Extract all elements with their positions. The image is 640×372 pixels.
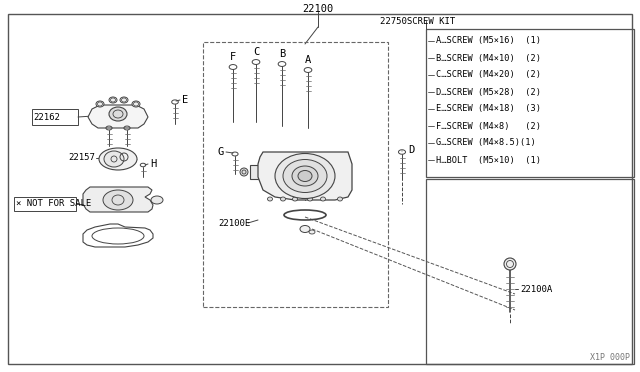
Text: C…SCREW (M4×20)  (2): C…SCREW (M4×20) (2): [436, 71, 541, 80]
Ellipse shape: [307, 197, 312, 201]
Text: 22157: 22157: [68, 154, 95, 163]
Text: F: F: [230, 52, 236, 62]
Text: X1P 000P: X1P 000P: [590, 353, 630, 362]
Ellipse shape: [104, 151, 124, 167]
Text: C: C: [253, 47, 259, 57]
Ellipse shape: [275, 154, 335, 199]
Bar: [250, 165, 268, 179]
Text: G…SCREW (M4×8.5)(1): G…SCREW (M4×8.5)(1): [436, 138, 536, 148]
Text: D: D: [408, 145, 414, 155]
Ellipse shape: [292, 166, 318, 186]
Text: 22100E: 22100E: [218, 219, 250, 228]
Ellipse shape: [337, 197, 342, 201]
Bar: [426, 29, 634, 177]
Ellipse shape: [240, 168, 248, 176]
Text: B: B: [279, 49, 285, 59]
Text: G: G: [218, 147, 224, 157]
Text: D…SCREW (M5×28)  (2): D…SCREW (M5×28) (2): [436, 87, 541, 96]
Bar: [32, 109, 78, 125]
Ellipse shape: [283, 160, 327, 192]
Ellipse shape: [96, 101, 104, 107]
Bar: [426, 179, 634, 364]
Text: F…SCREW (M4×8)   (2): F…SCREW (M4×8) (2): [436, 122, 541, 131]
Text: 22100A: 22100A: [520, 285, 552, 295]
Ellipse shape: [321, 197, 326, 201]
Ellipse shape: [298, 170, 312, 182]
Bar: [14, 197, 76, 211]
Text: E…SCREW (M4×18)  (3): E…SCREW (M4×18) (3): [436, 105, 541, 113]
Text: A: A: [305, 55, 311, 65]
Text: 22100: 22100: [302, 4, 333, 14]
Polygon shape: [88, 105, 148, 128]
Ellipse shape: [103, 190, 133, 210]
Ellipse shape: [109, 107, 127, 121]
Ellipse shape: [109, 97, 117, 103]
Text: 22750SCREW KIT: 22750SCREW KIT: [380, 16, 455, 26]
Ellipse shape: [99, 148, 137, 170]
Ellipse shape: [280, 197, 285, 201]
Text: × NOT FOR SALE: × NOT FOR SALE: [16, 199, 92, 208]
Ellipse shape: [300, 225, 310, 232]
Ellipse shape: [120, 97, 128, 103]
Ellipse shape: [268, 197, 273, 201]
Text: H…BOLT  (M5×10)  (1): H…BOLT (M5×10) (1): [436, 155, 541, 164]
Text: A…SCREW (M5×16)  (1): A…SCREW (M5×16) (1): [436, 36, 541, 45]
Ellipse shape: [309, 230, 315, 234]
Text: 22162: 22162: [33, 112, 60, 122]
Text: E: E: [182, 95, 188, 105]
Ellipse shape: [151, 196, 163, 204]
Ellipse shape: [292, 197, 298, 201]
Bar: [203, 42, 388, 307]
Polygon shape: [83, 187, 153, 212]
Text: H: H: [150, 159, 156, 169]
Text: B…SCREW (M4×10)  (2): B…SCREW (M4×10) (2): [436, 54, 541, 62]
Ellipse shape: [132, 101, 140, 107]
Polygon shape: [258, 152, 352, 200]
Ellipse shape: [504, 258, 516, 270]
